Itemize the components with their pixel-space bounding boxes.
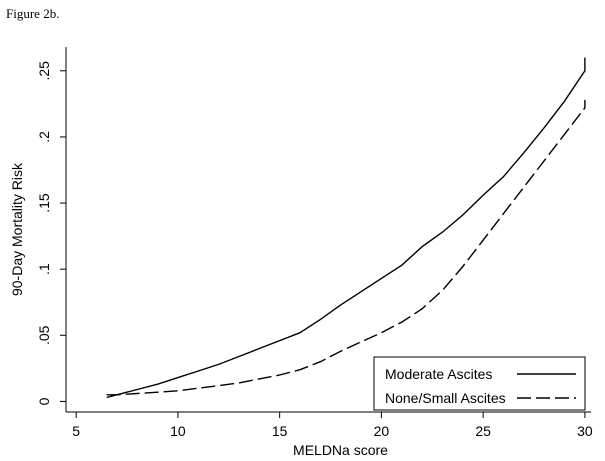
y-tick-label: .2 — [36, 131, 52, 143]
x-tick-label: 30 — [577, 423, 593, 439]
y-tick-label: .05 — [36, 325, 52, 345]
x-axis-title: MELDNa score — [293, 442, 388, 458]
y-tick-label: .15 — [36, 193, 52, 213]
y-tick-label: .1 — [36, 263, 52, 275]
x-tick-label: 5 — [72, 423, 80, 439]
x-tick-label: 25 — [475, 423, 491, 439]
y-tick-label: .25 — [36, 61, 52, 81]
legend-label: None/Small Ascites — [385, 390, 506, 406]
series-line-none-small-ascites — [106, 99, 586, 396]
y-tick-label: 0 — [36, 397, 52, 405]
legend-box — [373, 356, 586, 411]
axes: 5 10 15 20 25 30 0 .05 .1 .15 .2 .25 MELDNa score 90-… — [9, 47, 593, 458]
series-line-moderate-ascites — [106, 57, 586, 399]
y-axis-title: 90-Day Mortality Risk — [9, 162, 25, 296]
series-layer — [106, 57, 586, 399]
figure-caption: Figure 2b. — [6, 6, 60, 21]
x-tick-label: 15 — [272, 423, 288, 439]
legend-label: Moderate Ascites — [385, 366, 492, 382]
x-tick-label: 20 — [374, 423, 390, 439]
legend: Moderate Ascites None/Small Ascites — [373, 356, 586, 411]
x-tick-label: 10 — [170, 423, 186, 439]
